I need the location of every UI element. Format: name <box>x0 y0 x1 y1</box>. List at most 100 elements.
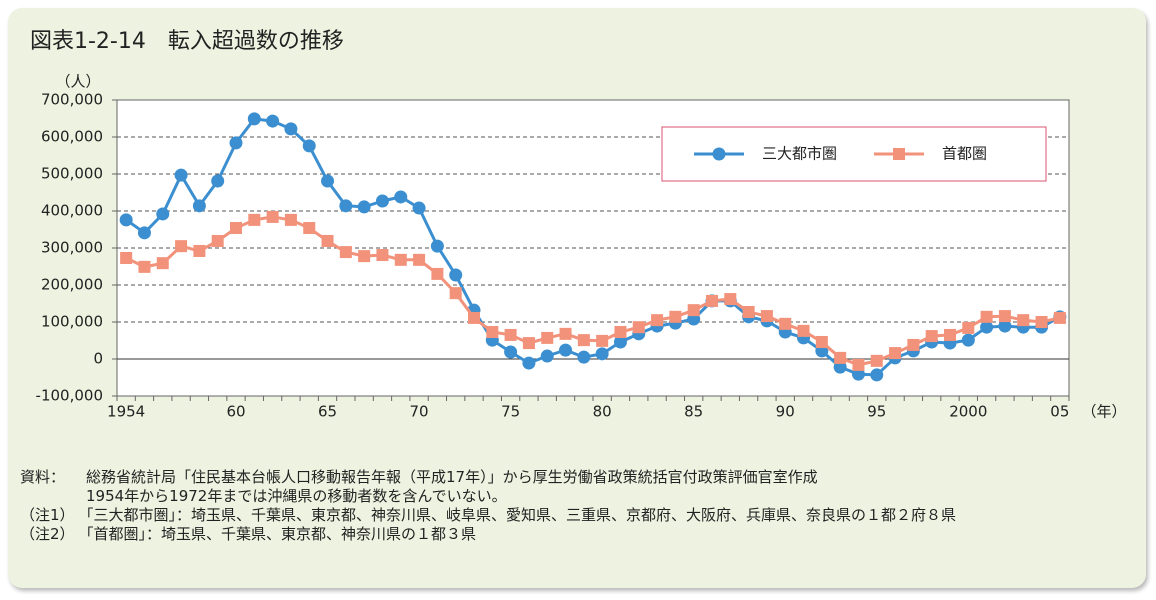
marker <box>192 199 206 213</box>
marker <box>230 222 242 235</box>
marker <box>175 240 188 253</box>
source-label: 資料： <box>20 468 66 486</box>
marker <box>412 201 426 215</box>
x-tick-label: 75 <box>501 403 520 421</box>
marker <box>760 310 773 323</box>
x-tick-label: 05 <box>1050 403 1069 421</box>
note: （注2） 「首都圏」：埼玉県、千葉県、東京都、神奈川県の１都３県 <box>20 525 1130 544</box>
series-line <box>125 215 1061 367</box>
marker <box>266 114 280 128</box>
x-tick-label: 80 <box>593 403 612 421</box>
legend-label: 三大都市圏 <box>762 145 837 163</box>
note-text: 「三大都市圏」：埼玉県、千葉県、東京都、神奈川県、岐阜県、愛知県、三重県、京都府… <box>78 506 957 524</box>
marker <box>651 314 664 327</box>
marker <box>358 250 371 263</box>
marker <box>431 267 444 280</box>
marker <box>394 253 407 266</box>
marker <box>797 324 810 337</box>
marker <box>998 319 1012 333</box>
marker <box>193 244 206 257</box>
chart-title: 図表1-2-14 転入超過数の推移 <box>30 29 344 54</box>
marker <box>376 249 389 262</box>
marker <box>852 358 865 371</box>
marker <box>541 331 554 344</box>
marker <box>595 347 609 361</box>
marker <box>613 335 627 349</box>
marker <box>815 335 828 348</box>
marker <box>174 168 188 182</box>
marker <box>211 174 225 188</box>
y-tick-label: 400,000 <box>41 202 103 220</box>
x-tick-label: 1954 <box>107 403 145 421</box>
y-tick-label: 100,000 <box>41 313 103 331</box>
marker <box>522 337 535 350</box>
note-label: （注1） <box>20 506 75 524</box>
marker <box>925 330 938 343</box>
note-label: （注2） <box>20 525 75 543</box>
note: （注1） 「三大都市圏」：埼玉県、千葉県、東京都、神奈川県、岐阜県、愛知県、三重県… <box>20 506 1130 525</box>
marker <box>944 328 956 341</box>
x-tick-label: 2000 <box>949 403 987 421</box>
marker <box>1017 314 1030 327</box>
marker <box>980 320 994 334</box>
x-tick-label: 65 <box>318 403 337 421</box>
y-tick-label: 600,000 <box>41 128 103 146</box>
marker <box>596 334 609 347</box>
marker <box>211 234 224 247</box>
note-text: 「首都圏」：埼玉県、千葉県、東京都、神奈川県の１都３県 <box>78 525 477 543</box>
marker <box>559 343 573 357</box>
marker <box>248 213 261 226</box>
y-tick-label: 500,000 <box>41 165 103 183</box>
marker <box>119 213 133 227</box>
y-tick-label: 200,000 <box>41 276 103 294</box>
notes: 資料： 総務省統計局「住民基本台帳人口移動報告年報（平成17年）」から厚生労働省政… <box>20 468 1130 544</box>
x-tick-label: 90 <box>776 403 795 421</box>
marker <box>468 311 480 324</box>
marker <box>339 199 353 213</box>
marker <box>156 207 170 221</box>
marker <box>870 354 883 367</box>
marker <box>137 226 151 240</box>
legend-label: 首都圏 <box>942 145 987 163</box>
marker <box>156 257 169 270</box>
marker <box>742 306 755 319</box>
marker <box>229 136 243 150</box>
x-tick-label: 70 <box>410 403 429 421</box>
x-tick-label: 60 <box>226 403 245 421</box>
source: 資料： 総務省統計局「住民基本台帳人口移動報告年報（平成17年）」から厚生労働省政… <box>20 468 1130 506</box>
marker <box>339 246 352 259</box>
marker <box>284 213 297 226</box>
marker <box>449 268 463 282</box>
marker <box>303 222 316 235</box>
marker <box>321 174 335 188</box>
legend-marker <box>712 147 726 161</box>
marker <box>907 338 920 351</box>
y-tick-label: 300,000 <box>41 239 103 257</box>
marker <box>1053 311 1066 324</box>
marker <box>632 321 645 334</box>
marker <box>962 321 975 334</box>
marker <box>1035 316 1048 328</box>
marker <box>961 333 975 347</box>
marker <box>522 356 536 370</box>
y-axis-label: （人） <box>55 73 100 91</box>
marker <box>504 345 518 359</box>
marker <box>834 351 847 364</box>
marker <box>486 325 499 338</box>
source-text: 総務省統計局「住民基本台帳人口移動報告年報（平成17年）」から厚生労働省政策統括… <box>86 468 818 486</box>
marker <box>138 260 151 273</box>
marker <box>284 122 298 136</box>
marker <box>247 112 261 126</box>
x-tick-label: 85 <box>684 403 703 421</box>
marker <box>540 349 554 363</box>
source-text: 1954年から1972年までは沖縄県の移動者数を含んでいない。 <box>86 487 507 505</box>
marker <box>413 253 426 266</box>
marker <box>669 310 682 323</box>
marker <box>724 293 737 306</box>
marker <box>870 368 884 382</box>
y-tick-label: 0 <box>93 350 103 368</box>
marker <box>577 350 591 364</box>
marker <box>889 347 902 360</box>
